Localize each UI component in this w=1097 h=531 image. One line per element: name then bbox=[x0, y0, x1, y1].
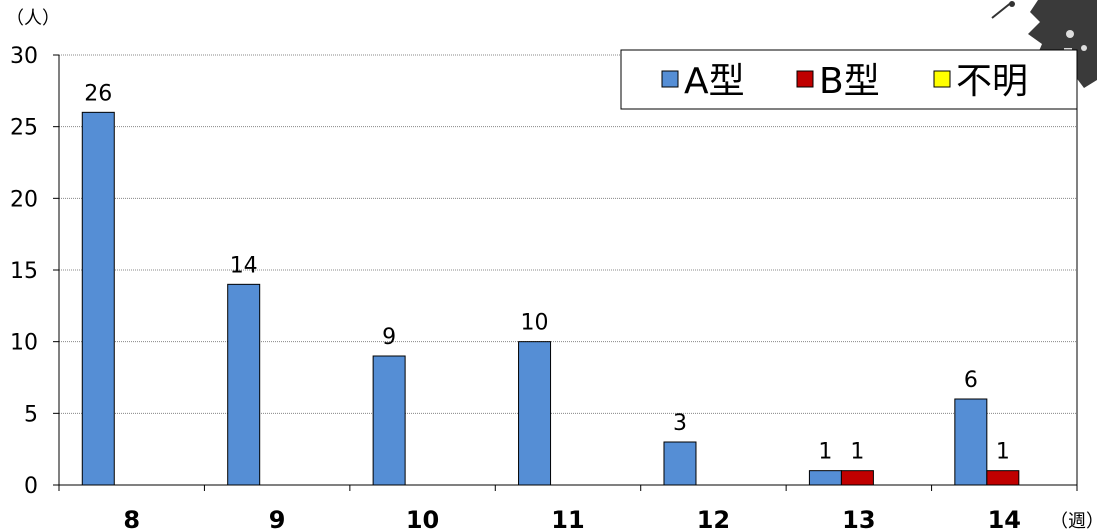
legend-label: B型 bbox=[819, 61, 880, 102]
bar bbox=[808, 470, 842, 486]
bar bbox=[954, 398, 988, 486]
virus-illustration-icon bbox=[991, 0, 1097, 88]
bar-data-label: 1 bbox=[818, 440, 832, 465]
y-tick-label: 0 bbox=[24, 474, 38, 499]
y-tick-label: 5 bbox=[24, 402, 38, 427]
legend: A型 B型 不明 bbox=[620, 49, 1078, 110]
x-tick-label: 10 bbox=[406, 506, 439, 531]
y-tick-label: 10 bbox=[10, 331, 38, 356]
x-tick-label: 13 bbox=[842, 506, 875, 531]
x-tick-label: 9 bbox=[269, 506, 286, 531]
legend-label: 不明 bbox=[956, 61, 1028, 102]
bar-data-label: 1 bbox=[996, 440, 1010, 465]
x-tick-labels: 8 9 10 11 12 13 14 bbox=[123, 506, 1021, 531]
bar-data-label: 3 bbox=[673, 411, 687, 436]
bar-data-label: 6 bbox=[964, 368, 978, 393]
y-tick-label: 30 bbox=[10, 44, 38, 69]
x-tick-label: 11 bbox=[551, 506, 584, 531]
y-tick-label: 25 bbox=[10, 116, 38, 141]
bar bbox=[372, 355, 406, 486]
axes bbox=[53, 54, 1078, 491]
bar bbox=[227, 283, 261, 486]
y-tick-label: 20 bbox=[10, 187, 38, 212]
x-tick-label: 8 bbox=[123, 506, 140, 531]
x-axis-unit: （週） bbox=[1050, 511, 1097, 531]
bar-data-label: 1 bbox=[850, 440, 864, 465]
bar-data-label: 14 bbox=[230, 253, 258, 278]
y-tick-label: 15 bbox=[10, 259, 38, 284]
x-tick-label: 12 bbox=[697, 506, 730, 531]
bar bbox=[663, 441, 697, 486]
bar bbox=[986, 470, 1020, 486]
bar bbox=[81, 111, 115, 486]
x-tick-label: 14 bbox=[988, 506, 1021, 531]
y-tick-labels: 0 5 10 15 20 25 30 bbox=[10, 44, 38, 499]
bar-data-label: 10 bbox=[521, 311, 549, 336]
bar-data-label: 26 bbox=[84, 81, 112, 106]
legend-swatch bbox=[796, 70, 814, 88]
bar bbox=[840, 470, 874, 486]
bar bbox=[518, 341, 552, 486]
y-axis-unit: （人） bbox=[6, 8, 60, 29]
legend-label: A型 bbox=[684, 61, 745, 102]
legend-box bbox=[620, 49, 1078, 110]
bars bbox=[81, 111, 1020, 486]
legend-swatch bbox=[661, 70, 679, 88]
legend-swatch bbox=[933, 70, 951, 88]
bar-data-label: 9 bbox=[382, 325, 396, 350]
